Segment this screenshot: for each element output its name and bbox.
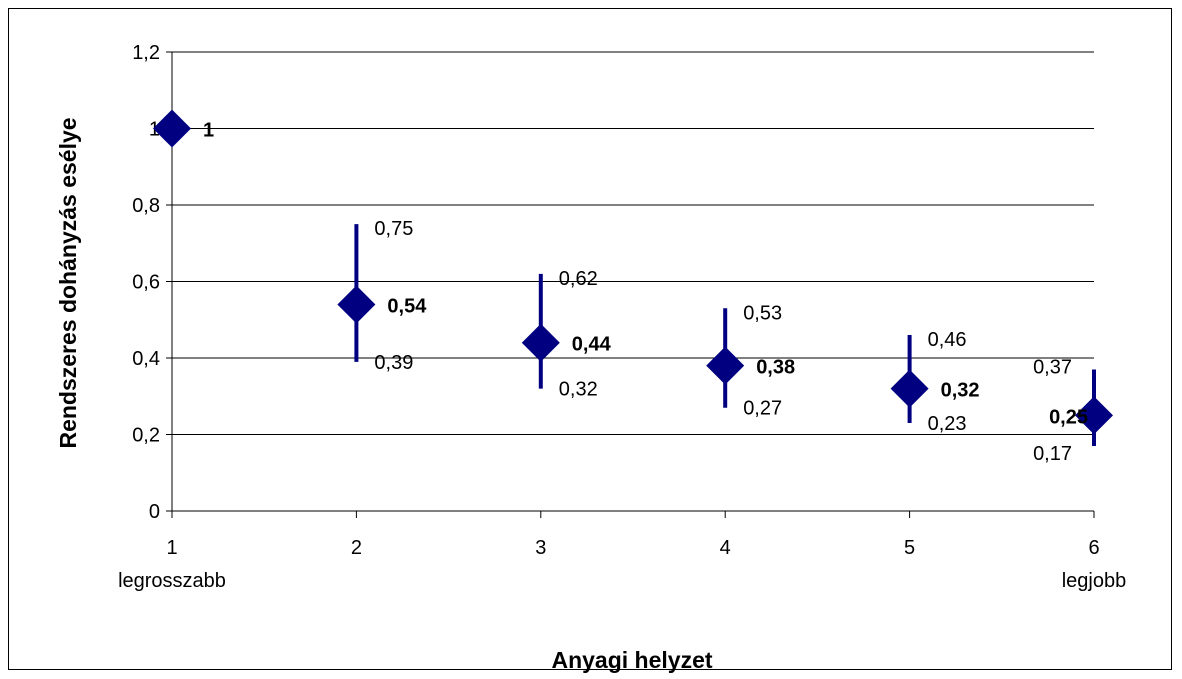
lower-bound-label: 0,32 [559, 379, 598, 401]
data-point-marker [337, 285, 376, 324]
value-label: 0,54 [387, 295, 427, 317]
y-tick-label: 0 [149, 501, 160, 523]
axes [166, 51, 1095, 518]
grid-lines [172, 51, 1094, 435]
upper-bound-label: 0,62 [559, 268, 598, 290]
y-tick-label: 0,8 [132, 195, 160, 217]
upper-bound-label: 0,37 [1033, 356, 1072, 378]
y-tick-label: 1,2 [132, 42, 160, 64]
x-tick-label: 1 [166, 537, 177, 559]
x-axis-label: Anyagi helyzet [551, 647, 712, 673]
upper-bound-label: 0,46 [928, 329, 967, 351]
chart-frame [8, 8, 1172, 670]
data-point-marker [706, 346, 745, 385]
value-label: 0,25 [1049, 406, 1088, 428]
value-label: 1 [203, 120, 214, 142]
data-labels: 1 0,54 0,75 0,39 0,44 0,62 0,32 0,38 0,53 0,27 0,3… [203, 120, 1088, 465]
y-tick-label: 0,4 [132, 348, 160, 370]
y-axis-label: Rendszeres dohányzás esélye [55, 117, 81, 448]
x-tick-label: 5 [904, 537, 915, 559]
x-tick-label: 2 [351, 537, 362, 559]
data-point-marker [521, 323, 560, 362]
x-tick-label: 3 [535, 537, 546, 559]
lower-bound-label: 0,23 [928, 413, 967, 435]
x-tick-sublabel: legrosszabb [118, 570, 226, 592]
lower-bound-label: 0,39 [374, 352, 413, 374]
x-tick-sublabel: legjobb [1062, 570, 1127, 592]
data-point-marker [153, 109, 191, 148]
y-tick-label: 0,6 [132, 272, 160, 294]
upper-bound-label: 0,75 [374, 218, 413, 240]
upper-bound-label: 0,53 [743, 302, 782, 324]
y-tick-label: 0,2 [132, 425, 160, 447]
x-tick-label: 6 [1088, 537, 1099, 559]
lower-bound-label: 0,17 [1033, 443, 1072, 465]
data-point-marker [1075, 396, 1113, 435]
value-label: 0,38 [756, 357, 795, 379]
lower-bound-label: 0,27 [743, 398, 782, 420]
x-tick-labels: 1 legrosszabb 2 3 4 5 6 legjobb [118, 537, 1126, 592]
data-series [153, 109, 1113, 446]
y-tick-labels: 00,20,40,60,811,2 [132, 42, 160, 523]
value-label: 0,44 [572, 334, 612, 356]
value-label: 0,32 [941, 380, 980, 402]
x-tick-label: 4 [720, 537, 731, 559]
data-point-marker [890, 369, 929, 408]
